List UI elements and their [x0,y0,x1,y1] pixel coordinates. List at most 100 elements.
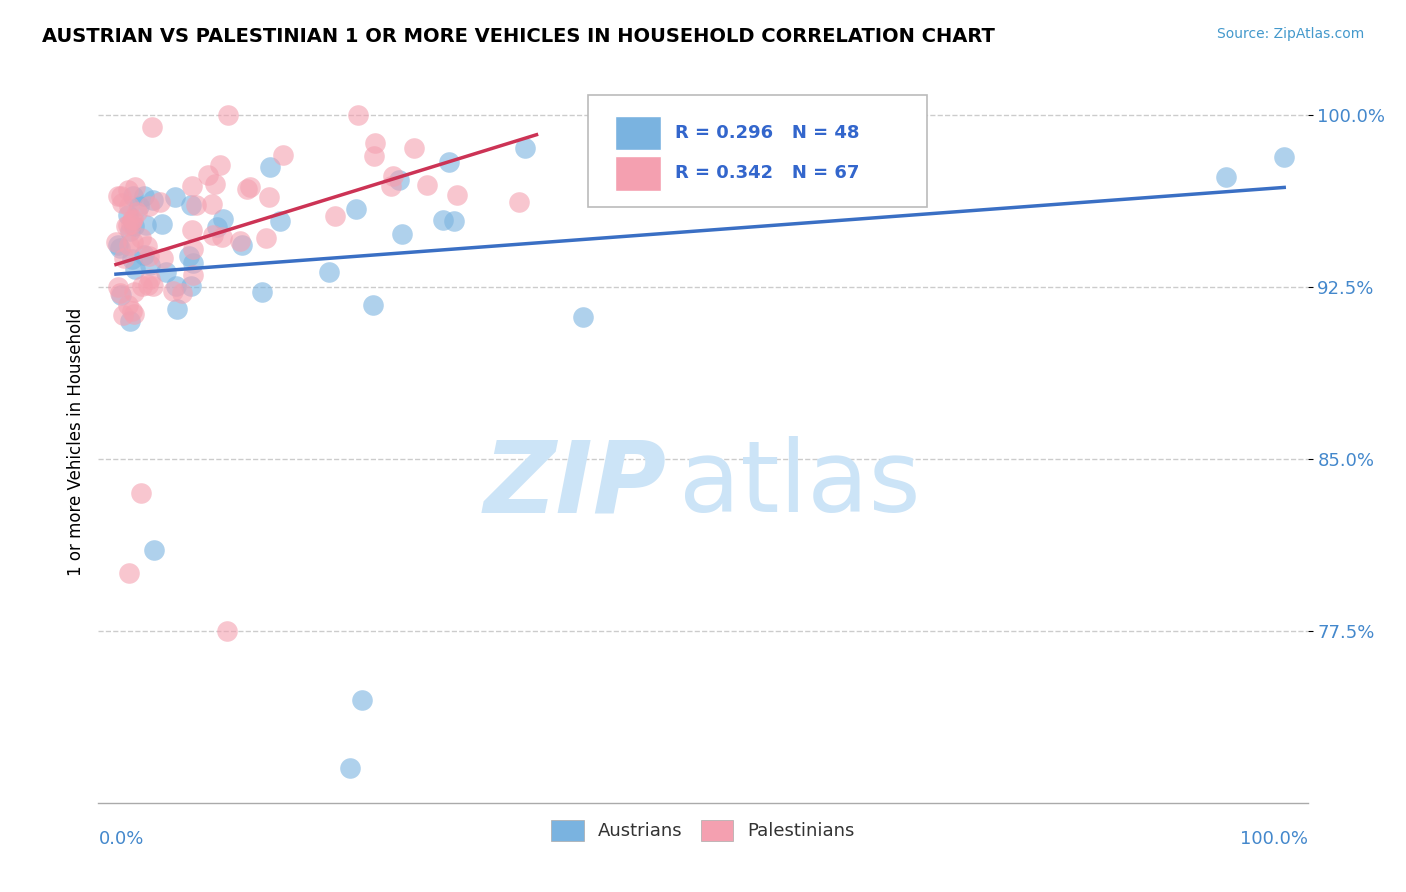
Point [125,205,148,219]
Text: AUSTRIAN VS PALESTINIAN 1 OR MORE VEHICLES IN HOUSEHOLD CORRELATION CHART: AUSTRIAN VS PALESTINIAN 1 OR MORE VEHICL… [42,27,995,45]
Point [239,180,262,194]
Text: 100.0%: 100.0% [1240,830,1308,848]
FancyBboxPatch shape [614,116,661,151]
Point [361,298,384,312]
Point [416,178,439,193]
Point [211,211,233,226]
Point [129,486,152,500]
Point [181,242,204,256]
Point [122,307,145,321]
Point [142,279,165,293]
Point [339,761,361,775]
Point [402,141,425,155]
FancyBboxPatch shape [588,95,927,207]
Point [229,234,252,248]
Point [107,280,129,294]
Point [138,249,160,263]
Point [143,543,166,558]
Point [572,310,595,324]
Point [111,195,134,210]
Point [747,155,769,169]
Legend: Austrians, Palestinians: Austrians, Palestinians [544,813,862,848]
Point [107,189,129,203]
Point [205,219,228,234]
Text: R = 0.296   N = 48: R = 0.296 N = 48 [675,124,859,142]
Point [121,212,143,227]
Point [149,194,172,209]
Point [180,198,202,212]
Point [259,190,281,204]
Point [202,228,225,243]
Point [166,302,188,317]
Point [124,262,146,277]
Point [323,210,346,224]
Point [118,566,141,581]
Point [121,189,143,203]
Point [112,251,135,265]
Text: Source: ZipAtlas.com: Source: ZipAtlas.com [1216,27,1364,41]
Point [204,177,226,191]
Point [1215,169,1237,184]
Point [180,279,202,293]
Point [122,219,145,233]
Point [181,268,204,282]
Point [118,199,141,213]
Text: 0.0%: 0.0% [98,830,143,848]
Point [271,148,294,162]
Point [250,285,273,299]
Point [197,168,219,182]
Point [120,217,142,231]
Point [141,120,163,135]
Point [508,194,530,209]
Point [446,188,468,202]
Point [136,277,159,292]
Point [217,108,239,122]
Point [162,284,184,298]
Point [118,238,141,252]
Point [165,279,187,293]
Point [346,108,368,122]
Point [118,224,141,238]
Point [363,149,385,163]
Point [142,193,165,207]
Point [122,285,145,299]
Point [135,218,157,232]
Point [163,189,186,203]
Point [211,229,233,244]
Point [108,241,131,255]
Point [117,183,139,197]
Point [117,208,139,222]
Point [179,249,201,263]
Point [121,213,143,227]
FancyBboxPatch shape [614,156,661,191]
Point [254,230,277,244]
Point [380,178,402,193]
Point [150,217,173,231]
Point [388,173,411,187]
Point [183,256,205,270]
Point [128,199,150,213]
Point [269,214,291,228]
Point [121,235,143,249]
Point [134,189,156,203]
Point [117,218,139,232]
Point [110,288,132,302]
Point [443,213,465,227]
Point [170,285,193,300]
Point [201,197,224,211]
Point [432,212,454,227]
Point [105,235,128,249]
Text: ZIP: ZIP [484,436,666,533]
Point [112,308,135,322]
Point [352,692,374,706]
Point [259,160,281,174]
Point [152,251,174,265]
Point [209,158,232,172]
Point [121,304,143,318]
Point [124,180,146,194]
Point [231,238,253,252]
Point [132,248,155,262]
Point [513,141,536,155]
Point [181,179,204,194]
Point [391,227,413,241]
